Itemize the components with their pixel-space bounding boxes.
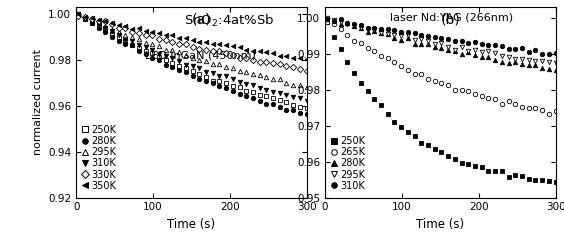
X-axis label: Time (s): Time (s) [168, 218, 215, 231]
Text: (a): (a) [191, 13, 211, 27]
Legend: 250K, 265K, 280K, 295K, 310K: 250K, 265K, 280K, 295K, 310K [330, 134, 368, 193]
Text: (b): (b) [440, 13, 460, 27]
Text: SnO$_2$:4at%Sb: SnO$_2$:4at%Sb [184, 13, 275, 29]
Text: LED InGaN (450nm): LED InGaN (450nm) [146, 51, 256, 61]
Text: laser Nd:YAG (266nm): laser Nd:YAG (266nm) [390, 13, 513, 23]
X-axis label: Time (s): Time (s) [416, 218, 464, 231]
Y-axis label: normalized current: normalized current [33, 49, 43, 155]
Legend: 250K, 280K, 295K, 310K, 330K, 350K: 250K, 280K, 295K, 310K, 330K, 350K [81, 123, 118, 193]
